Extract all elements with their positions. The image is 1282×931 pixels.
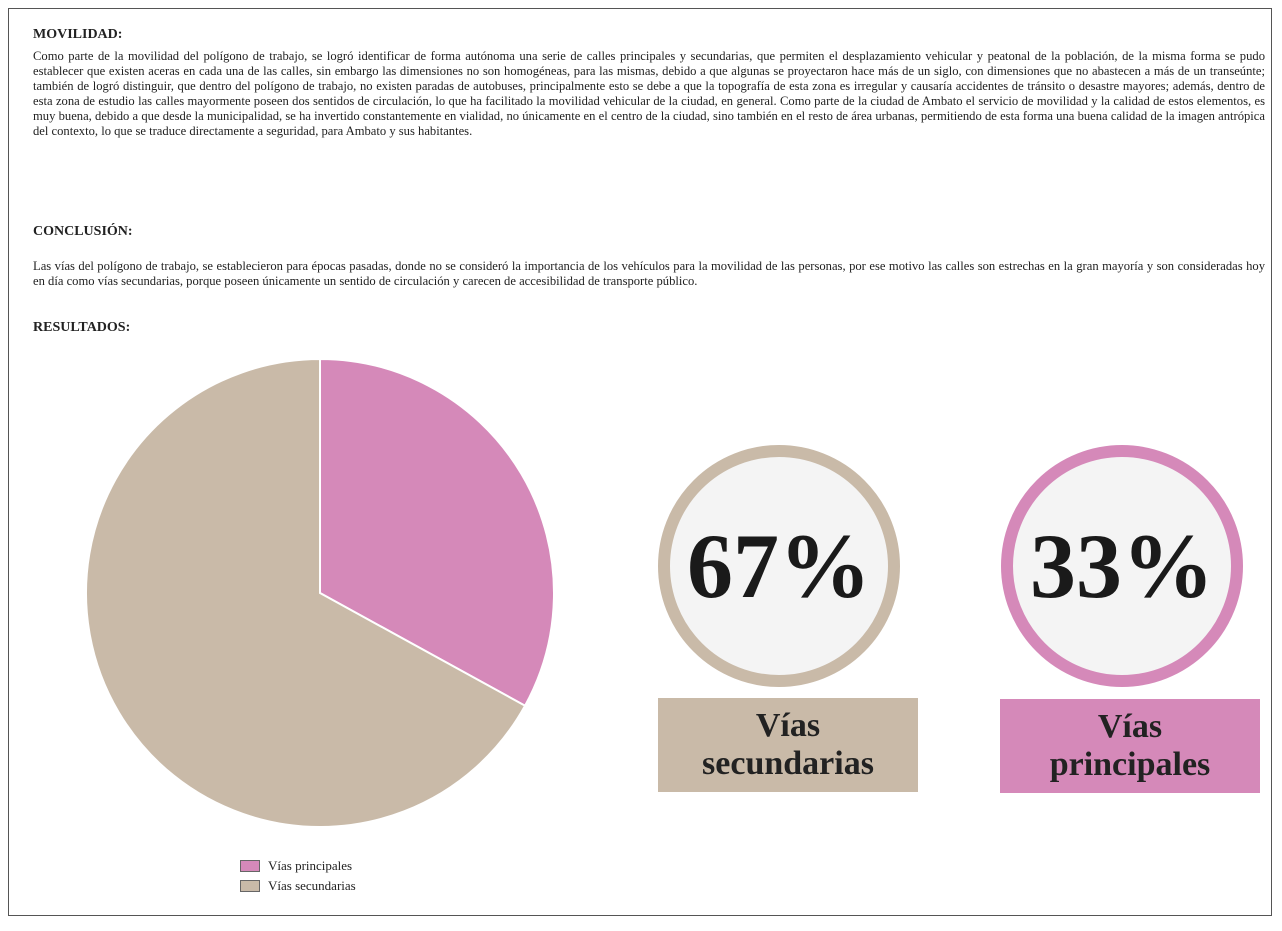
legend-label: Vías secundarias [268, 878, 356, 893]
paragraph: Como parte de la movilidad del polígono … [33, 49, 1265, 138]
legend-swatch [240, 880, 260, 892]
legend-item: Vías principales [240, 858, 352, 874]
paragraph: Las vías del polígono de trabajo, se est… [33, 259, 1265, 288]
pie-slice [85, 357, 527, 828]
pie-slice [319, 357, 555, 708]
percent-card: 67% [658, 445, 900, 687]
frame [8, 8, 1272, 916]
heading: RESULTADOS: [33, 320, 131, 335]
category-label: Vías secundarias [658, 698, 918, 792]
legend-swatch [240, 860, 260, 872]
percent-card: 33% [1001, 445, 1243, 687]
heading: MOVILIDAD: [33, 27, 123, 42]
category-label: Vías principales [1000, 699, 1260, 793]
heading: CONCLUSIÓN: [33, 224, 133, 239]
legend-label: Vías principales [268, 858, 353, 873]
legend-item: Vías secundarias [240, 878, 356, 894]
